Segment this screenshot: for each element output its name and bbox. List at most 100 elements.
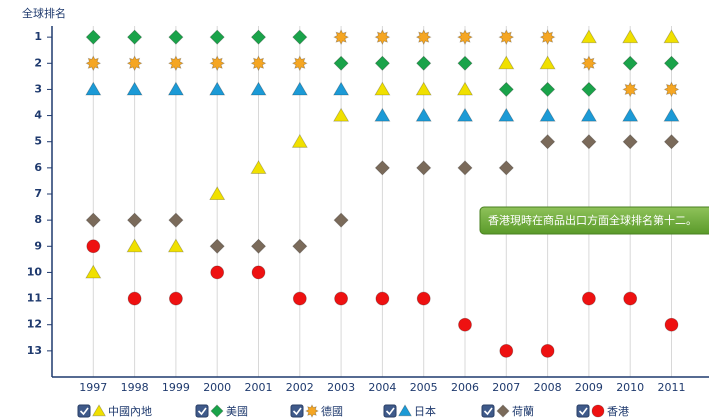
- y-tick-label: 9: [34, 239, 42, 252]
- marker: [250, 55, 267, 72]
- marker: [457, 29, 473, 46]
- y-tick-label: 5: [34, 135, 42, 148]
- marker: [292, 29, 308, 45]
- marker: [209, 81, 226, 96]
- marker: [416, 291, 431, 306]
- marker: [456, 81, 474, 96]
- y-tick-label: 12: [27, 318, 42, 331]
- legend-label: 中國內地: [108, 405, 152, 418]
- y-tick-label: 2: [34, 56, 42, 69]
- marker: [333, 212, 349, 228]
- marker: [85, 264, 102, 279]
- marker: [209, 186, 226, 201]
- marker: [498, 55, 515, 70]
- legend-checkbox: [77, 404, 91, 418]
- marker: [540, 343, 555, 358]
- marker: [457, 55, 473, 71]
- y-tick-label: 13: [27, 344, 42, 357]
- x-tick-label: 1999: [162, 381, 190, 394]
- marker: [210, 404, 224, 418]
- y-tick-label: 3: [34, 82, 42, 95]
- marker: [250, 160, 267, 174]
- x-tick-label: 2004: [368, 381, 396, 394]
- marker: [539, 107, 556, 122]
- x-tick-label: 2011: [658, 381, 686, 394]
- marker: [291, 81, 308, 96]
- x-tick-label: 1997: [79, 381, 107, 394]
- marker: [580, 29, 597, 44]
- marker: [622, 29, 639, 44]
- marker: [415, 107, 432, 122]
- marker: [85, 212, 101, 228]
- marker: [127, 291, 142, 306]
- marker: [457, 160, 473, 176]
- marker: [623, 291, 638, 306]
- marker: [664, 317, 679, 332]
- marker: [126, 55, 143, 72]
- marker: [375, 291, 390, 306]
- marker: [415, 81, 432, 96]
- marker: [168, 212, 184, 228]
- marker: [85, 55, 102, 72]
- legend-item[interactable]: 日本: [383, 404, 436, 418]
- marker: [127, 29, 143, 45]
- legend-item[interactable]: 德國: [290, 404, 343, 418]
- marker: [663, 29, 680, 44]
- legend-item[interactable]: 香港: [576, 404, 629, 418]
- marker: [374, 81, 391, 96]
- marker: [85, 81, 102, 96]
- legend-label: 德國: [321, 404, 343, 418]
- x-tick-label: 2009: [575, 381, 603, 394]
- y-axis-title: 全球排名: [22, 6, 66, 20]
- marker: [498, 107, 515, 122]
- legend-check: [197, 407, 207, 416]
- y-tick-label: 4: [34, 109, 42, 122]
- legend-check: [292, 407, 302, 416]
- marker: [250, 81, 267, 96]
- marker: [305, 404, 319, 418]
- marker: [622, 81, 639, 98]
- marker: [663, 81, 680, 98]
- y-tick-label: 10: [27, 265, 43, 278]
- legend-checkbox: [383, 404, 397, 418]
- marker: [209, 238, 225, 254]
- marker: [456, 107, 474, 122]
- x-tick-label: 2000: [203, 381, 231, 394]
- marker: [581, 55, 597, 72]
- marker: [458, 317, 472, 332]
- marker: [92, 404, 106, 417]
- marker: [292, 291, 307, 306]
- marker: [416, 160, 432, 176]
- x-tick-label: 2010: [616, 381, 644, 394]
- legend-item[interactable]: 美國: [195, 404, 248, 418]
- marker: [126, 238, 143, 253]
- legend-item[interactable]: 荷蘭: [481, 404, 534, 418]
- marker: [333, 81, 350, 96]
- marker: [663, 134, 680, 150]
- marker: [540, 134, 556, 150]
- legend-label: 荷蘭: [512, 405, 534, 418]
- marker: [416, 55, 432, 71]
- x-tick-label: 2003: [327, 381, 355, 394]
- marker: [209, 29, 225, 45]
- legend-checkbox: [481, 404, 495, 418]
- annotation-box: [479, 206, 709, 235]
- marker: [167, 238, 184, 253]
- marker: [291, 55, 308, 72]
- y-tick-label: 8: [34, 213, 42, 226]
- legend-item[interactable]: 中國內地: [77, 404, 152, 418]
- marker: [209, 55, 226, 72]
- y-tick-label: 11: [27, 292, 42, 305]
- marker: [333, 55, 349, 71]
- marker: [540, 81, 556, 97]
- x-tick-label: 2008: [534, 381, 562, 394]
- legend-check: [578, 407, 588, 416]
- marker: [292, 238, 308, 254]
- legend-checkbox: [195, 404, 209, 418]
- marker: [498, 29, 515, 46]
- legend-check: [385, 407, 395, 416]
- marker: [663, 107, 680, 122]
- marker: [499, 343, 514, 358]
- marker: [168, 55, 184, 72]
- marker: [539, 55, 556, 70]
